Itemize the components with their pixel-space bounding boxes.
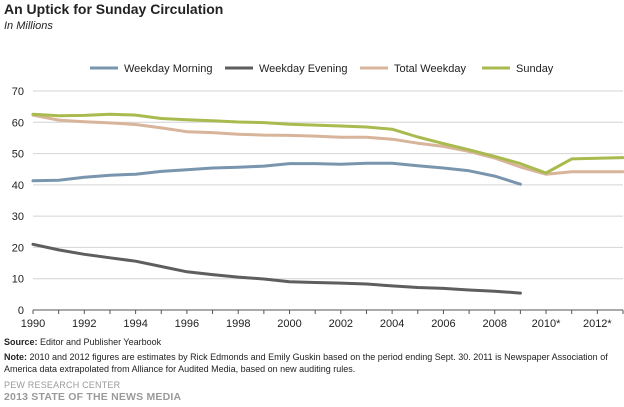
y-tick-label: 0 xyxy=(18,305,24,317)
series-line-sunday xyxy=(31,112,624,175)
source-label: Source: xyxy=(4,337,38,347)
x-tick-label: 2000 xyxy=(277,318,301,330)
legend-label: Weekday Morning xyxy=(124,63,212,75)
y-tick-label: 70 xyxy=(12,86,24,98)
x-tick-label: 2006 xyxy=(431,318,455,330)
y-tick-label: 30 xyxy=(12,211,24,223)
x-tick-label: 2002 xyxy=(329,318,353,330)
x-tick-label: 1990 xyxy=(21,318,45,330)
axes: 0 10 20 30 40 50 60 70 1990 1992 1994 1996 1998 2000 2… xyxy=(12,86,624,330)
series-lines xyxy=(31,112,624,295)
x-tick-label: 2008 xyxy=(482,318,506,330)
y-tick-label: 60 xyxy=(12,117,24,129)
note-text: 2010 and 2012 figures are estimates by R… xyxy=(4,352,608,374)
y-tick-label: 40 xyxy=(12,180,24,192)
series-line-weekday-evening xyxy=(31,242,522,295)
legend: Weekday Morning Weekday Evening Total Week… xyxy=(90,63,554,75)
legend-label: Total Weekday xyxy=(394,63,466,75)
x-tick-label: 1992 xyxy=(72,318,96,330)
x-tick-label: 1996 xyxy=(175,318,199,330)
series-line-total-weekday xyxy=(31,113,624,176)
x-tick-label: 2010* xyxy=(532,318,561,330)
source-line: Source: Editor and Publisher Yearbook xyxy=(4,337,161,347)
legend-label: Weekday Evening xyxy=(259,63,347,75)
note-label: Note: xyxy=(4,352,27,362)
x-tick-label: 1998 xyxy=(226,318,250,330)
note-line: Note: 2010 and 2012 figures are estimate… xyxy=(4,351,619,375)
y-tick-label: 20 xyxy=(12,242,24,254)
chart-title: An Uptick for Sunday Circulation xyxy=(4,1,224,17)
report-name: 2013 STATE OF THE NEWS MEDIA xyxy=(4,391,182,403)
x-tick-label: 2004 xyxy=(380,318,404,330)
chart-subtitle: In Millions xyxy=(4,20,53,32)
legend-label: Sunday xyxy=(516,63,554,75)
y-tick-label: 10 xyxy=(12,274,24,286)
series-line-weekday-morning xyxy=(31,161,522,186)
source-text: Editor and Publisher Yearbook xyxy=(40,337,162,347)
x-tick-label: 1994 xyxy=(123,318,147,330)
y-tick-label: 50 xyxy=(12,149,24,161)
x-tick-label: 2012* xyxy=(583,318,612,330)
grid xyxy=(33,90,623,280)
organization-name: PEW RESEARCH CENTER xyxy=(4,380,121,390)
